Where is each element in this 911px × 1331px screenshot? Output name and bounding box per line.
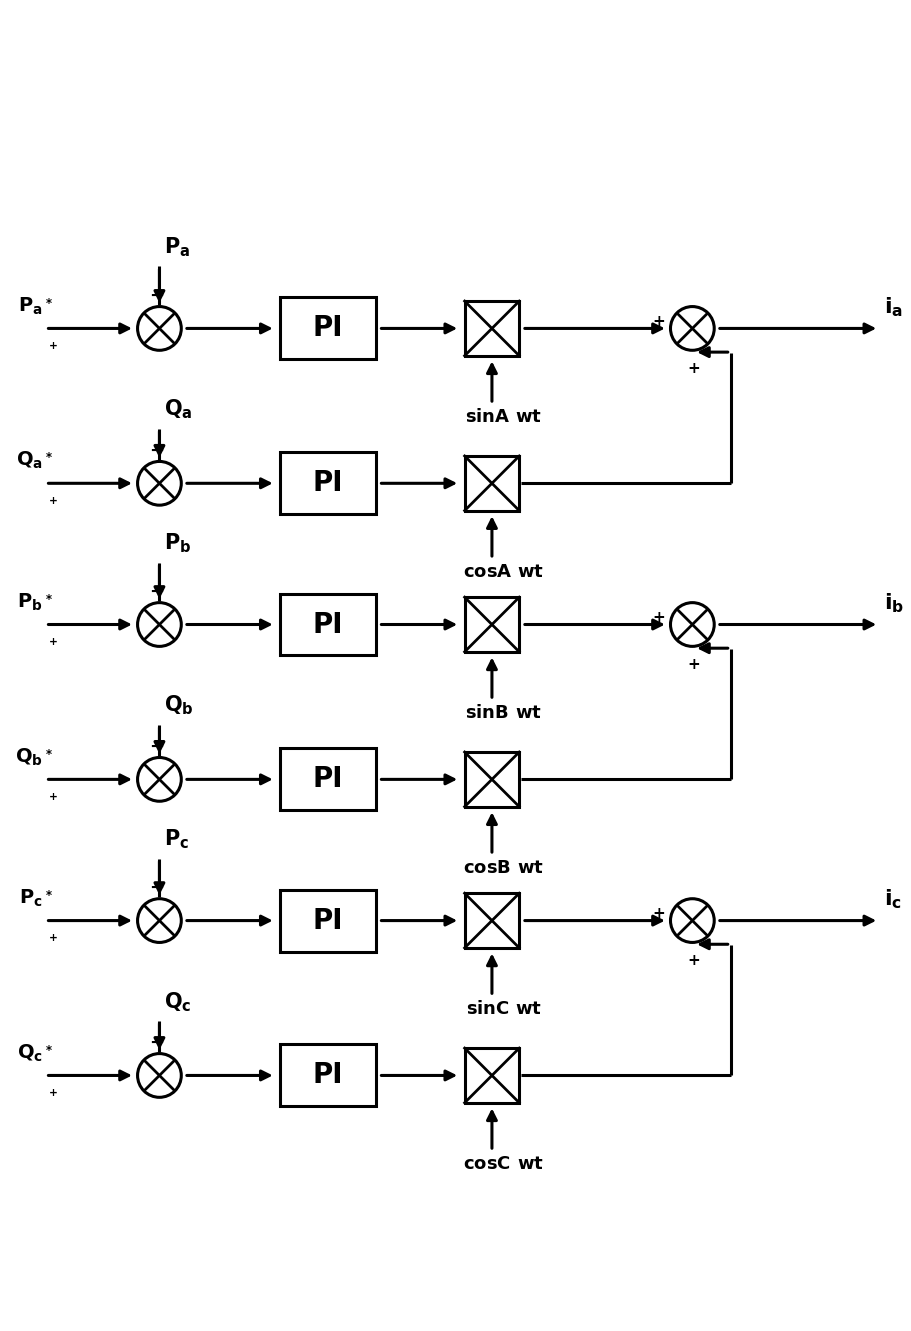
Text: $\mathbf{i_{b}}$: $\mathbf{i_{b}}$ [884,592,904,615]
Circle shape [138,603,181,647]
Text: $\mathbf{Q_a}$: $\mathbf{Q_a}$ [164,398,193,422]
Text: −: − [149,442,164,459]
Text: $\mathbf{_+}$: $\mathbf{_+}$ [46,928,57,942]
Text: +: + [688,953,701,969]
Text: $\mathbf{^*}$: $\mathbf{^*}$ [43,890,53,909]
Bar [465,457,519,511]
Text: $\mathbf{Q_{a}}$: $\mathbf{Q_{a}}$ [15,450,43,471]
Bar [465,752,519,807]
Text: $\mathbf{P_b}$: $\mathbf{P_b}$ [164,531,191,555]
Text: +: + [652,906,665,921]
Text: +: + [652,610,665,624]
Text: −: − [149,1034,164,1051]
Text: $\mathit{\mathbf{wt}}$: $\mathit{\mathbf{wt}}$ [517,563,545,580]
Text: −: − [149,286,164,305]
Text: $\mathbf{P_{c}}$: $\mathbf{P_{c}}$ [19,888,43,909]
Text: PI: PI [312,611,343,639]
Bar [465,301,519,355]
Text: −: − [149,583,164,600]
Text: $\mathbf{P_a}$: $\mathbf{P_a}$ [164,236,190,260]
Text: $\mathit{\mathbf{wt}}$: $\mathit{\mathbf{wt}}$ [517,858,545,877]
Text: $\mathbf{i_{a}}$: $\mathbf{i_{a}}$ [884,295,903,319]
Bar [281,889,375,952]
Text: PI: PI [312,765,343,793]
Text: $\mathbf{Q_b}$: $\mathbf{Q_b}$ [164,693,194,717]
Text: $\mathbf{_+}$: $\mathbf{_+}$ [46,1082,57,1098]
Text: $\mathbf{cosC}$: $\mathbf{cosC}$ [464,1155,511,1173]
Text: $\mathbf{P_c}$: $\mathbf{P_c}$ [164,828,189,852]
Text: PI: PI [312,1061,343,1090]
Text: $\mathbf{^*}$: $\mathbf{^*}$ [43,595,53,612]
Text: PI: PI [312,314,343,342]
Text: $\mathbf{^*}$: $\mathbf{^*}$ [43,454,53,471]
Text: $\mathbf{^*}$: $\mathbf{^*}$ [43,1046,53,1063]
Text: $\mathbf{Q_c}$: $\mathbf{Q_c}$ [164,990,191,1013]
Text: $\mathbf{_+}$: $\mathbf{_+}$ [46,632,57,647]
Text: $\mathbf{Q_{c}}$: $\mathbf{Q_{c}}$ [17,1042,43,1063]
Circle shape [138,1054,181,1097]
Text: $\mathbf{P_{b}}$: $\mathbf{P_{b}}$ [17,591,43,612]
Bar [281,297,375,359]
Text: $\mathit{\mathbf{wt}}$: $\mathit{\mathbf{wt}}$ [517,1155,545,1173]
Text: $\mathbf{cosA}$: $\mathbf{cosA}$ [463,563,512,580]
Text: $\mathbf{^*}$: $\mathbf{^*}$ [43,749,53,768]
Text: $\mathbf{sinC}$: $\mathbf{sinC}$ [466,1000,509,1018]
Bar [465,1047,519,1103]
Text: $\mathbf{_+}$: $\mathbf{_+}$ [46,335,57,350]
Text: $\mathbf{i_{c}}$: $\mathbf{i_{c}}$ [884,888,902,912]
Text: +: + [688,361,701,377]
Circle shape [138,306,181,350]
Text: PI: PI [312,906,343,934]
Text: −: − [149,878,164,897]
Text: $\mathbf{sinA}$: $\mathbf{sinA}$ [465,407,510,426]
Bar [465,893,519,948]
Bar [465,598,519,652]
Circle shape [138,462,181,506]
Bar [281,748,375,811]
Text: $\mathbf{_+}$: $\mathbf{_+}$ [46,787,57,801]
Bar [281,1045,375,1106]
Text: $\mathbf{sinB}$: $\mathbf{sinB}$ [466,704,509,721]
Text: $\mathbf{cosB}$: $\mathbf{cosB}$ [464,858,511,877]
Circle shape [670,306,714,350]
Text: $\mathit{\mathbf{wt}}$: $\mathit{\mathbf{wt}}$ [515,407,542,426]
Text: $\mathit{\mathbf{wt}}$: $\mathit{\mathbf{wt}}$ [515,1000,542,1018]
Text: $\mathbf{P_{a}}$: $\mathbf{P_{a}}$ [18,295,43,317]
Circle shape [138,757,181,801]
Text: $\mathbf{^*}$: $\mathbf{^*}$ [43,298,53,317]
Text: +: + [652,314,665,329]
Text: $\mathit{\mathbf{wt}}$: $\mathit{\mathbf{wt}}$ [515,704,542,721]
Bar [281,453,375,514]
Circle shape [670,898,714,942]
Text: $\mathbf{Q_{b}}$: $\mathbf{Q_{b}}$ [15,747,43,768]
Text: $\mathbf{_+}$: $\mathbf{_+}$ [46,491,57,506]
Circle shape [138,898,181,942]
Text: −: − [149,737,164,756]
Bar [281,594,375,655]
Circle shape [670,603,714,647]
Text: +: + [688,658,701,672]
Text: PI: PI [312,470,343,498]
